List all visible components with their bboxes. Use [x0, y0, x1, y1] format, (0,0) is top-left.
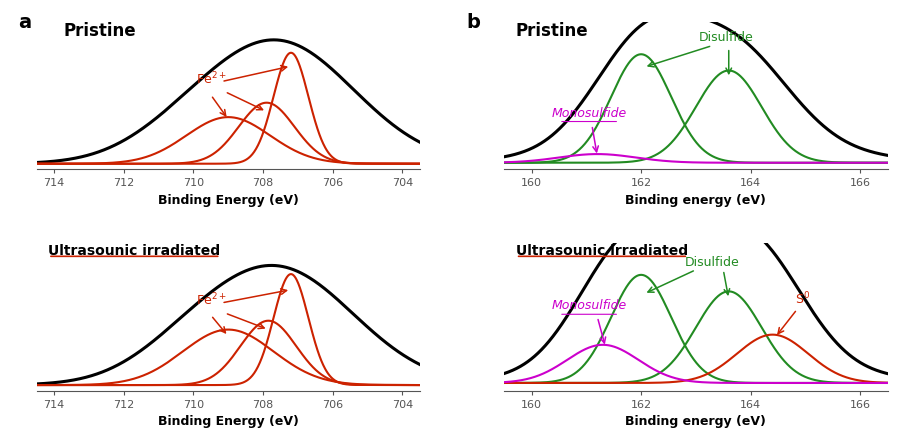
Text: Fe$^{2+}$: Fe$^{2+}$ — [196, 70, 226, 87]
Text: Ultrasounic irradiated: Ultrasounic irradiated — [48, 244, 221, 258]
Text: Pristine: Pristine — [516, 23, 588, 40]
X-axis label: Binding Energy (eV): Binding Energy (eV) — [157, 415, 298, 428]
Text: Pristine: Pristine — [63, 23, 136, 40]
Text: b: b — [467, 13, 480, 32]
Text: Disulfide: Disulfide — [685, 256, 739, 269]
Text: S$^0$: S$^0$ — [795, 290, 810, 307]
Text: a: a — [18, 13, 31, 32]
Text: Monosulfide: Monosulfide — [552, 299, 627, 312]
Text: Ultrasounic irradiated: Ultrasounic irradiated — [516, 244, 688, 258]
Text: Disulfide: Disulfide — [699, 31, 753, 44]
X-axis label: Binding Energy (eV): Binding Energy (eV) — [157, 194, 298, 207]
X-axis label: Binding energy (eV): Binding energy (eV) — [626, 415, 767, 428]
Text: Fe$^{2+}$: Fe$^{2+}$ — [196, 292, 226, 308]
Text: Monosulfide: Monosulfide — [552, 107, 627, 120]
X-axis label: Binding energy (eV): Binding energy (eV) — [626, 194, 767, 207]
